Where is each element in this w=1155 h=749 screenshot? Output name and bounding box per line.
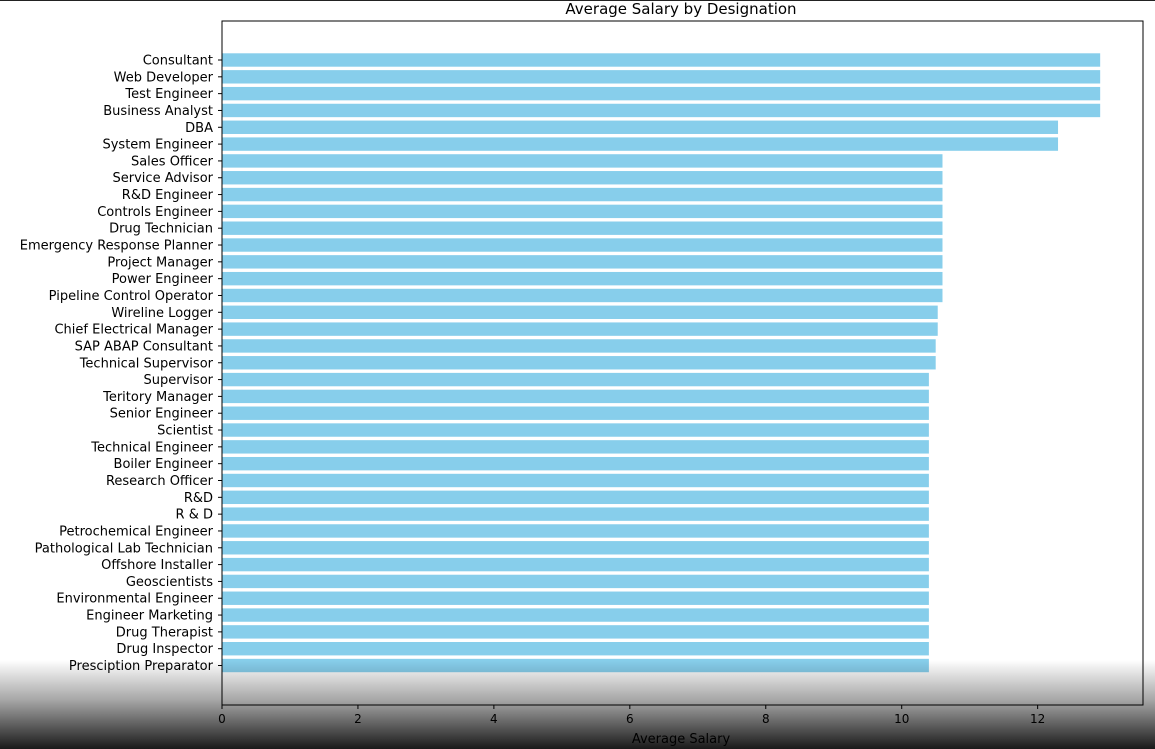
x-axis-label: Average Salary: [632, 732, 731, 747]
y-tick-label: SAP ABAP Consultant: [75, 339, 213, 354]
bar: [222, 557, 929, 572]
y-tick-label: Drug Inspector: [116, 642, 213, 657]
y-tick-label: Senior Engineer: [110, 407, 214, 422]
bar: [222, 154, 943, 168]
y-tick-label: Web Developer: [114, 70, 214, 85]
y-tick-label: Wireline Logger: [111, 306, 213, 321]
bar: [222, 305, 938, 319]
y-tick-label: R&D Engineer: [122, 188, 214, 203]
x-tick-label: 0: [218, 712, 226, 726]
bar: [222, 53, 1101, 67]
bar: [222, 221, 943, 235]
bar: [222, 423, 929, 437]
bar: [222, 356, 936, 370]
bar: [222, 406, 929, 420]
bar: [222, 255, 943, 269]
bar: [222, 103, 1101, 118]
bar: [222, 440, 929, 454]
bar: [222, 642, 929, 656]
y-tick-label: Chief Electrical Manager: [54, 323, 213, 338]
bar: [222, 238, 943, 252]
x-tick-label: 2: [354, 712, 362, 726]
bar: [222, 389, 929, 404]
y-tick-label: Pipeline Control Operator: [49, 289, 214, 304]
y-tick-label: Teritory Manager: [102, 390, 214, 405]
bar: [222, 473, 929, 488]
y-tick-label: R&D: [184, 491, 213, 506]
bar: [222, 541, 929, 555]
bar: [222, 187, 943, 202]
bar: [222, 288, 943, 303]
bar: [222, 574, 929, 589]
y-tick-label: System Engineer: [102, 138, 213, 153]
x-ticks: 0 2 4 6 8 10 12: [218, 705, 1045, 726]
bar: [222, 70, 1101, 84]
y-tick-label: Petrochemical Engineer: [59, 524, 214, 539]
x-tick-label: 4: [490, 712, 498, 726]
bar: [222, 372, 929, 387]
bar: [222, 507, 929, 521]
bar: [222, 490, 929, 505]
y-tick-label: Service Advisor: [113, 171, 214, 186]
y-tick-label: Drug Technician: [109, 222, 213, 237]
y-tick-label: Technical Engineer: [90, 440, 213, 455]
window-top-border: [0, 0, 1155, 1]
y-tick-label: Sales Officer: [131, 154, 214, 169]
y-tick-label: Consultant: [143, 54, 213, 69]
y-tick-label: Emergency Response Planner: [20, 239, 214, 254]
bar: [222, 658, 929, 673]
bar: [222, 608, 929, 622]
x-tick-label: 10: [894, 712, 909, 726]
y-tick-label: Drug Therapist: [116, 625, 213, 640]
bar: [222, 137, 1059, 151]
y-tick-label: Presciption Preparator: [69, 659, 214, 674]
y-tick-label: Engineer Marketing: [86, 609, 213, 624]
bar: [222, 625, 929, 639]
y-tick-label: Technical Supervisor: [79, 356, 214, 371]
y-tick-label: Scientist: [157, 424, 213, 439]
bar: [222, 591, 929, 605]
y-tick-label: Research Officer: [106, 474, 214, 489]
bar: [222, 271, 943, 286]
y-tick-label: Test Engineer: [124, 87, 213, 102]
bar: [222, 322, 938, 336]
y-tick-label: Supervisor: [144, 373, 214, 388]
bar: [222, 120, 1059, 134]
y-tick-label: Offshore Installer: [101, 558, 213, 573]
bar: [222, 204, 943, 219]
x-tick-label: 6: [626, 712, 634, 726]
y-tick-label: Project Manager: [107, 255, 213, 270]
y-tick-label: Environmental Engineer: [56, 592, 213, 607]
chart-title: Average Salary by Designation: [565, 0, 796, 18]
y-tick-label: R & D: [176, 508, 213, 523]
y-tick-label: Business Analyst: [103, 104, 213, 119]
y-tick-label: Pathological Lab Technician: [35, 541, 213, 556]
y-tick-label: Boiler Engineer: [114, 457, 214, 472]
bar: [222, 339, 936, 353]
bar: [222, 171, 943, 185]
bar: [222, 86, 1101, 101]
bars-group: [222, 53, 1101, 673]
y-tick-label: Geoscientists: [126, 575, 213, 590]
y-tick-label: Power Engineer: [112, 272, 214, 287]
bar: [222, 524, 929, 538]
x-tick-label: 8: [762, 712, 770, 726]
y-tick-label: DBA: [185, 121, 213, 136]
x-tick-label: 12: [1030, 712, 1045, 726]
bar: [222, 456, 929, 471]
y-tick-label: Controls Engineer: [97, 205, 213, 220]
